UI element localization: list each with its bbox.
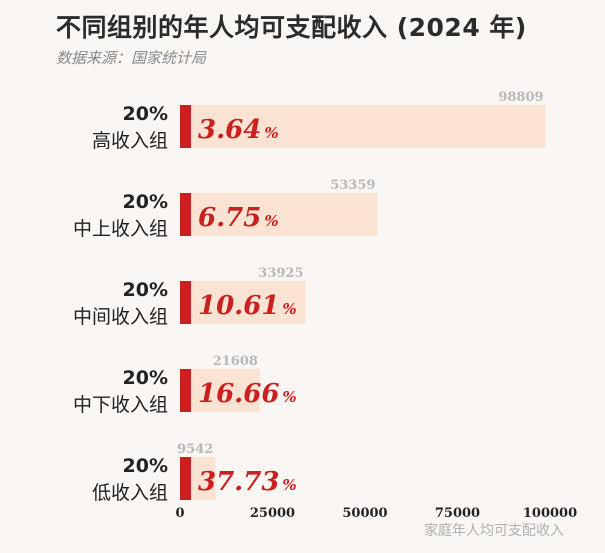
share-label: 16.66% xyxy=(198,379,297,409)
category-pct-label: 20% xyxy=(123,103,168,125)
x-axis-label: 家庭年人均可支配收入 xyxy=(424,522,564,539)
category-name-label: 中上收入组 xyxy=(73,218,168,240)
value-label: 53359 xyxy=(330,178,375,193)
category-pct-label: 20% xyxy=(123,367,168,389)
category-name-label: 中间收入组 xyxy=(73,306,168,328)
bar-accent-4 xyxy=(180,457,191,500)
category-name-label: 高收入组 xyxy=(92,130,168,152)
bar-3 xyxy=(180,369,260,412)
share-label: 37.73% xyxy=(198,467,297,497)
category-name-label: 中下收入组 xyxy=(73,394,168,416)
bar-2 xyxy=(180,281,306,324)
value-label: 98809 xyxy=(498,90,543,105)
category-name-label: 低收入组 xyxy=(92,482,168,504)
share-label: 6.75% xyxy=(198,203,279,233)
bar-1 xyxy=(180,193,378,236)
bar-accent-2 xyxy=(180,281,191,324)
x-tick-label: 75000 xyxy=(435,506,480,521)
x-tick-label: 100000 xyxy=(523,506,577,521)
x-tick-label: 25000 xyxy=(250,506,295,521)
share-label: 3.64% xyxy=(198,115,279,145)
bar-accent-3 xyxy=(180,369,191,412)
x-tick-label: 50000 xyxy=(342,506,387,521)
value-label: 21608 xyxy=(213,354,258,369)
chart-title: 不同组别的年人均可支配收入 (2024 年) xyxy=(56,13,527,42)
share-label: 10.61% xyxy=(198,291,297,321)
value-label: 9542 xyxy=(177,442,213,457)
x-tick-label: 0 xyxy=(175,506,184,521)
bar-0 xyxy=(180,105,546,148)
category-pct-label: 20% xyxy=(123,279,168,301)
bar-accent-1 xyxy=(180,193,191,236)
category-pct-label: 20% xyxy=(123,191,168,213)
bar-accent-0 xyxy=(180,105,191,148)
chart-source: 数据来源：国家统计局 xyxy=(56,49,207,67)
value-label: 33925 xyxy=(258,266,303,281)
category-pct-label: 20% xyxy=(123,455,168,477)
